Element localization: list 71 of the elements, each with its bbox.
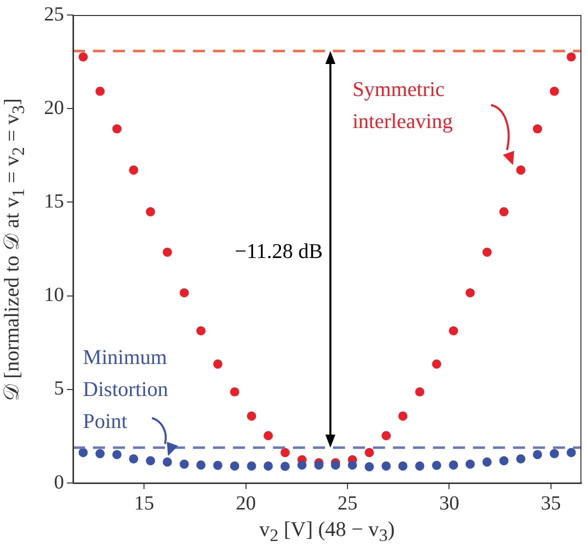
point [146,456,156,466]
point [466,459,475,469]
point [112,124,122,134]
point [162,457,172,467]
point [330,460,340,470]
point [550,86,559,96]
point [482,457,492,467]
point [314,460,324,470]
point [78,448,88,458]
point [415,461,424,471]
point [448,326,458,336]
point [348,460,358,470]
annotation: −11.28 dB [234,238,323,265]
point [146,207,156,216]
point [382,431,391,440]
point [264,431,273,440]
point [213,359,222,369]
point [532,124,542,134]
point [382,461,391,471]
point [129,454,138,464]
point [432,359,442,369]
y-tick-label: 10 [44,284,64,306]
annotation: Minimum Distortion Point [82,344,170,436]
point [180,459,189,469]
point [566,448,576,458]
point [196,326,206,336]
point [448,460,458,470]
x-tick-label: 15 [134,492,154,514]
point [398,461,408,471]
point [95,449,105,458]
point [499,207,509,216]
x-tick-label: 35 [540,492,561,514]
y-tick-label: 15 [44,190,64,212]
point [466,288,475,298]
point [432,460,442,470]
point [246,461,256,471]
y-tick-label: 25 [44,3,64,26]
point [230,461,240,471]
annotation: Symmetric interleaving [352,76,454,135]
point [516,165,526,175]
point [516,454,526,464]
x-tick-label: 30 [439,492,460,514]
point [398,411,408,421]
point [566,52,576,62]
point [264,461,273,471]
point [499,456,509,466]
point [196,460,206,470]
point [364,462,374,472]
point [78,52,88,62]
x-tick-label: 25 [338,492,358,514]
point [162,248,172,257]
x-tick-label: 20 [236,492,256,514]
y-tick-label: 20 [44,96,64,119]
point [246,411,256,421]
y-tick-label: 0 [54,471,64,494]
point [297,460,307,470]
point [112,450,122,460]
point [482,248,492,257]
point [180,288,189,298]
point [550,449,559,458]
point [415,387,424,396]
point [280,448,290,458]
point [95,86,105,96]
point [230,387,240,396]
point [280,462,290,471]
y-tick-label: 5 [54,378,64,400]
x-axis-title: v$_{2}$ [V] (48 − v$_{3}$) [259,517,395,546]
point [129,165,138,175]
point [532,450,542,460]
point [364,448,374,458]
point [213,460,222,470]
